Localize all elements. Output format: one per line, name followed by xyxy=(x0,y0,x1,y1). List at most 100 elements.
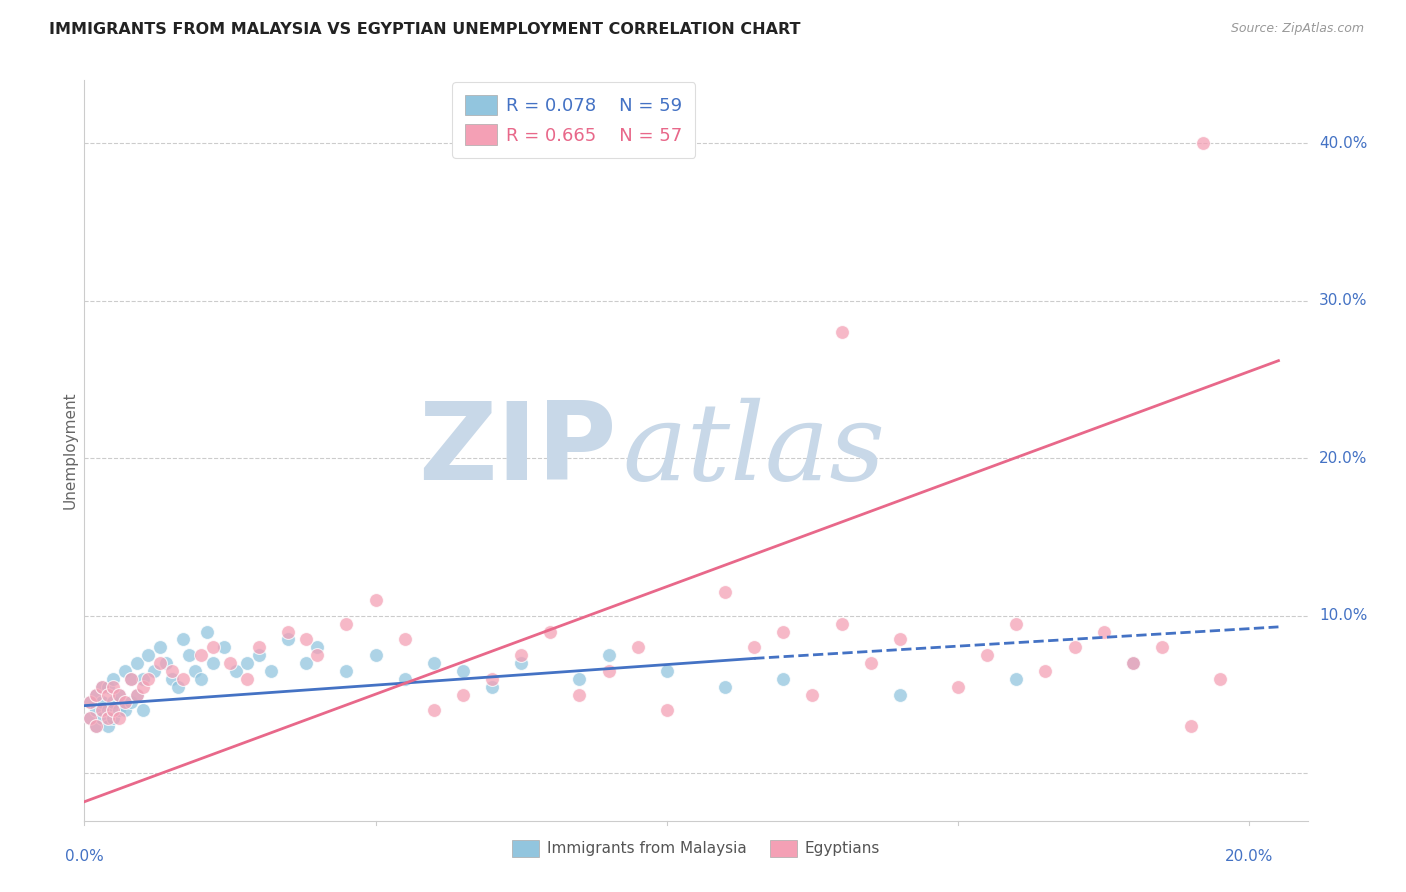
Point xyxy=(79,711,101,725)
Point xyxy=(138,672,160,686)
Point xyxy=(277,632,299,647)
Point xyxy=(481,672,503,686)
Point xyxy=(108,711,131,725)
Point xyxy=(772,624,794,639)
Point xyxy=(114,664,136,678)
Point xyxy=(1092,624,1115,639)
Point xyxy=(772,672,794,686)
Point xyxy=(179,648,201,663)
Point xyxy=(201,656,224,670)
Point xyxy=(125,688,148,702)
Point xyxy=(538,624,561,639)
Point xyxy=(190,648,212,663)
Point xyxy=(103,696,125,710)
Point xyxy=(859,656,882,670)
Point xyxy=(143,664,166,678)
Point xyxy=(103,672,125,686)
Text: 40.0%: 40.0% xyxy=(1319,136,1368,151)
Point xyxy=(90,696,112,710)
Text: 30.0%: 30.0% xyxy=(1319,293,1368,309)
Point xyxy=(510,656,533,670)
Point xyxy=(831,616,853,631)
Point xyxy=(568,688,591,702)
Point xyxy=(108,688,131,702)
Point xyxy=(131,672,153,686)
Point xyxy=(714,680,737,694)
Text: Source: ZipAtlas.com: Source: ZipAtlas.com xyxy=(1230,22,1364,36)
Point xyxy=(120,672,142,686)
Point xyxy=(84,688,107,702)
Point xyxy=(364,593,387,607)
Point xyxy=(742,640,765,655)
Point xyxy=(155,656,177,670)
Point xyxy=(510,648,533,663)
Point xyxy=(90,711,112,725)
Point xyxy=(1191,136,1213,151)
Point xyxy=(714,585,737,599)
Point xyxy=(184,664,207,678)
Point xyxy=(84,719,107,733)
Point xyxy=(125,656,148,670)
Point xyxy=(138,648,160,663)
Point xyxy=(114,696,136,710)
Point xyxy=(84,688,107,702)
Point xyxy=(195,624,218,639)
Point xyxy=(90,703,112,717)
Text: ZIP: ZIP xyxy=(418,398,616,503)
Point xyxy=(801,688,824,702)
Point xyxy=(97,711,120,725)
Point xyxy=(1005,616,1028,631)
Point xyxy=(97,703,120,717)
Point xyxy=(1063,640,1085,655)
Text: atlas: atlas xyxy=(623,398,886,503)
Point xyxy=(277,624,299,639)
Point xyxy=(166,680,188,694)
Point xyxy=(201,640,224,655)
Point xyxy=(1035,664,1057,678)
Point xyxy=(131,680,153,694)
Point xyxy=(394,672,416,686)
Point xyxy=(149,656,172,670)
Point xyxy=(103,680,125,694)
Point xyxy=(79,711,101,725)
Point xyxy=(394,632,416,647)
Point xyxy=(655,664,678,678)
Point xyxy=(481,680,503,694)
Point xyxy=(335,664,357,678)
Point xyxy=(90,680,112,694)
Point xyxy=(103,711,125,725)
Point xyxy=(236,672,259,686)
Point xyxy=(120,672,142,686)
Point xyxy=(946,680,969,694)
Point xyxy=(160,672,183,686)
Point xyxy=(84,719,107,733)
Point xyxy=(307,640,329,655)
Point xyxy=(451,688,474,702)
Point xyxy=(260,664,283,678)
Point xyxy=(190,672,212,686)
Point xyxy=(108,703,131,717)
Point xyxy=(1122,656,1144,670)
Point xyxy=(97,688,120,702)
Y-axis label: Unemployment: Unemployment xyxy=(62,392,77,509)
Point xyxy=(219,656,242,670)
Point xyxy=(294,632,316,647)
Text: 20.0%: 20.0% xyxy=(1319,450,1368,466)
Point xyxy=(108,688,131,702)
Point xyxy=(423,656,446,670)
Point xyxy=(79,696,101,710)
Legend: Immigrants from Malaysia, Egyptians: Immigrants from Malaysia, Egyptians xyxy=(505,832,887,865)
Point xyxy=(247,640,270,655)
Point xyxy=(236,656,259,670)
Point xyxy=(1209,672,1232,686)
Point xyxy=(598,664,620,678)
Point xyxy=(149,640,172,655)
Point xyxy=(172,672,194,686)
Point xyxy=(1005,672,1028,686)
Point xyxy=(976,648,998,663)
Point xyxy=(103,703,125,717)
Point xyxy=(451,664,474,678)
Text: 10.0%: 10.0% xyxy=(1319,608,1368,624)
Point xyxy=(90,680,112,694)
Point xyxy=(160,664,183,678)
